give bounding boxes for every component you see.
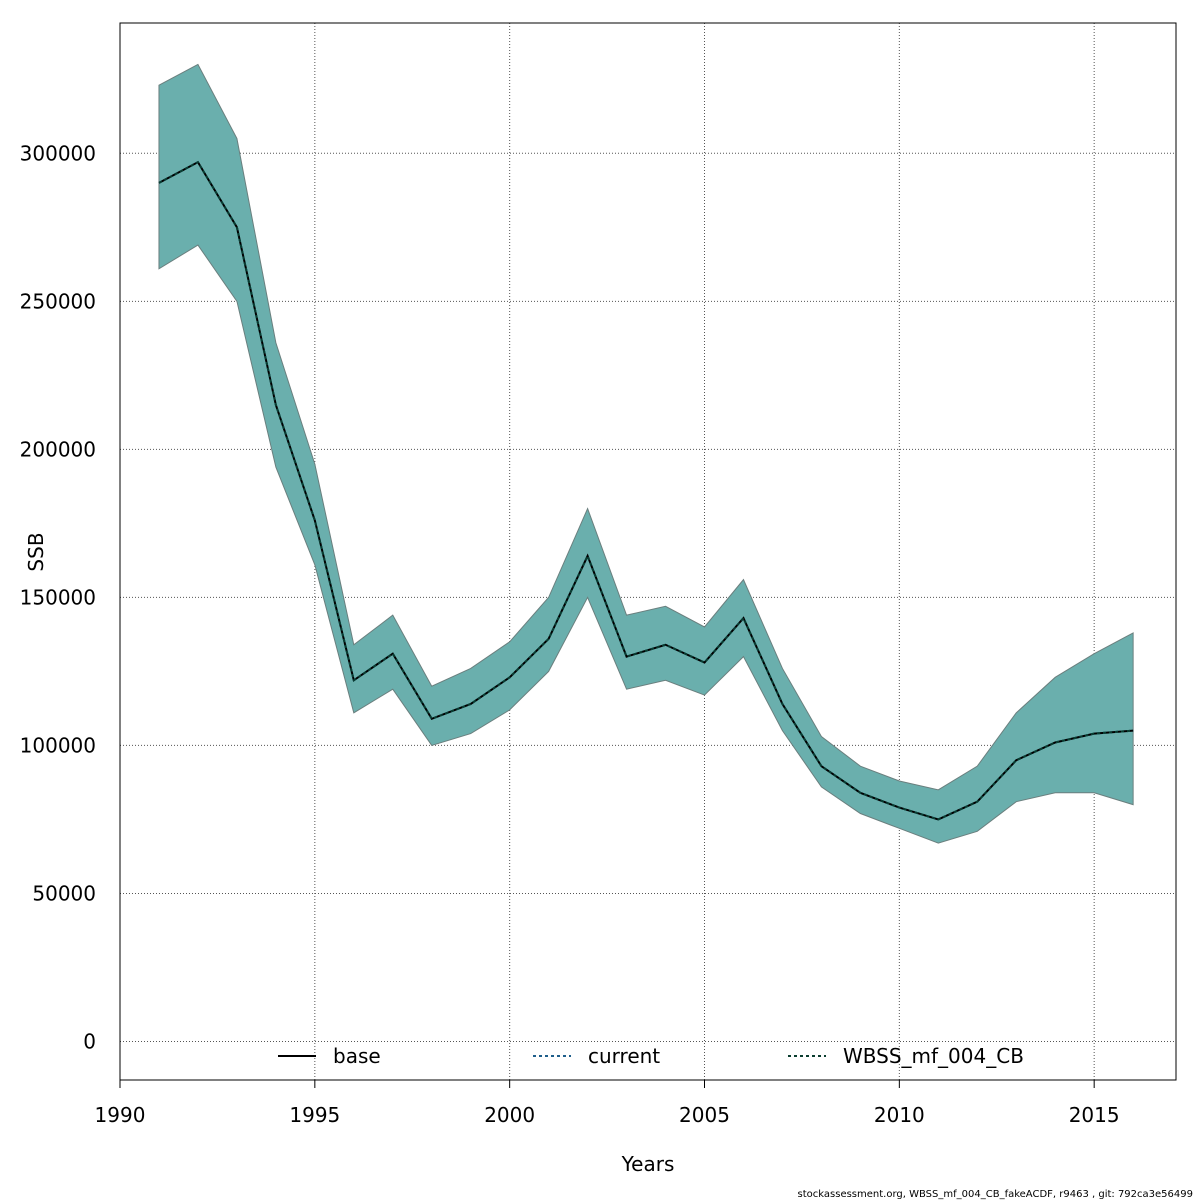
confidence-band-layer [158,63,1134,844]
grid-layer [120,23,1176,1080]
x-tick-label: 2015 [1069,1103,1120,1127]
x-axis: 1990 1995 2000 2005 2010 2015 [95,1080,1120,1127]
y-tick-label: 300000 [20,141,96,165]
y-tick-label: 0 [83,1030,96,1054]
y-tick-label: 50000 [32,881,96,905]
legend: base current WBSS_mf_004_CB [278,1044,1024,1068]
y-axis-title: SSB [24,532,48,571]
x-axis-title: Years [621,1152,675,1176]
legend-label: current [588,1044,660,1068]
legend-label: base [333,1044,381,1068]
y-tick-label: 250000 [20,289,96,313]
x-tick-label: 2005 [679,1103,730,1127]
legend-label: WBSS_mf_004_CB [843,1044,1024,1068]
x-tick-label: 1995 [289,1103,340,1127]
y-tick-label: 150000 [20,585,96,609]
confidence-band [158,63,1134,844]
plot-frame [119,22,1177,1081]
footer-note: stockassessment.org, WBSS_mf_004_CB_fake… [798,1189,1193,1200]
y-axis: 0 50000 100000 150000 200000 250000 300000 [20,141,96,1053]
series-line-wbss-mf-004-cb [158,160,1134,821]
y-tick-label: 100000 [20,733,96,757]
x-tick-label: 1990 [95,1103,146,1127]
x-tick-label: 2010 [874,1103,925,1127]
x-tick-label: 2000 [484,1103,535,1127]
series-layer [158,160,1134,821]
y-tick-label: 200000 [20,437,96,461]
